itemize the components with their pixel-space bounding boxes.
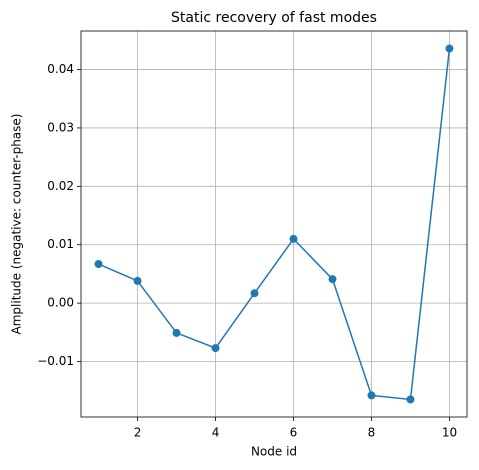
x-tick-label: 6 [290,426,298,440]
data-point [133,276,142,285]
data-point [250,289,259,298]
data-point [172,328,181,337]
series-line [98,48,451,401]
data-point [406,395,415,404]
x-tick-label: 2 [134,426,142,440]
chart-title: Static recovery of fast modes [171,10,377,26]
data-point [328,275,337,284]
y-tick-label: 0.00 [47,296,74,310]
y-axis-label: Amplitude (negative: counter-phase) [10,114,24,335]
data-point [94,260,103,269]
x-tick-label: 10 [442,426,457,440]
x-tick-label: 8 [368,426,376,440]
y-tick-label: −0.01 [37,354,74,368]
data-point [367,391,376,400]
y-tick-label: 0.04 [47,62,74,76]
y-tick-label: 0.01 [47,237,74,251]
data-point [289,234,298,243]
data-point [211,344,220,353]
y-tick-label: 0.02 [47,179,74,193]
data-point [445,44,454,53]
x-axis-label: Node id [251,445,297,459]
y-tick-label: 0.03 [47,120,74,134]
plot-frame [80,30,468,418]
x-tick-label: 4 [212,426,220,440]
